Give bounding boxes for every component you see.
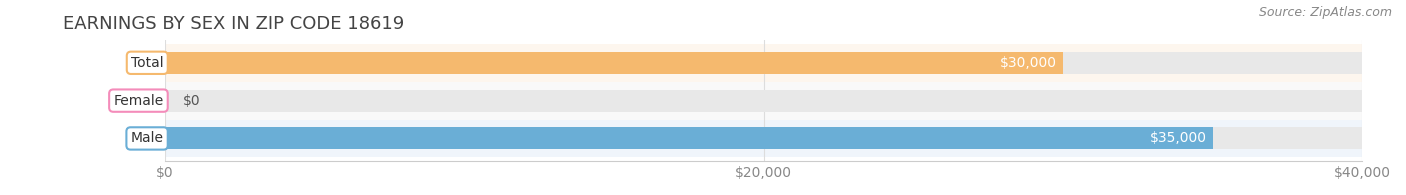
Bar <box>165 52 1063 74</box>
Bar <box>165 120 1362 157</box>
Text: Total: Total <box>131 56 163 70</box>
Text: Male: Male <box>131 131 163 145</box>
Text: $0: $0 <box>183 94 200 108</box>
Bar <box>165 44 1362 82</box>
Bar <box>165 90 1362 112</box>
Text: $30,000: $30,000 <box>1000 56 1057 70</box>
Text: EARNINGS BY SEX IN ZIP CODE 18619: EARNINGS BY SEX IN ZIP CODE 18619 <box>63 15 404 33</box>
Text: Female: Female <box>114 94 163 108</box>
Bar <box>165 52 1362 74</box>
Bar <box>165 82 1362 120</box>
Text: Source: ZipAtlas.com: Source: ZipAtlas.com <box>1258 6 1392 19</box>
Bar <box>165 128 1213 149</box>
Text: $35,000: $35,000 <box>1150 131 1206 145</box>
Bar <box>165 128 1362 149</box>
